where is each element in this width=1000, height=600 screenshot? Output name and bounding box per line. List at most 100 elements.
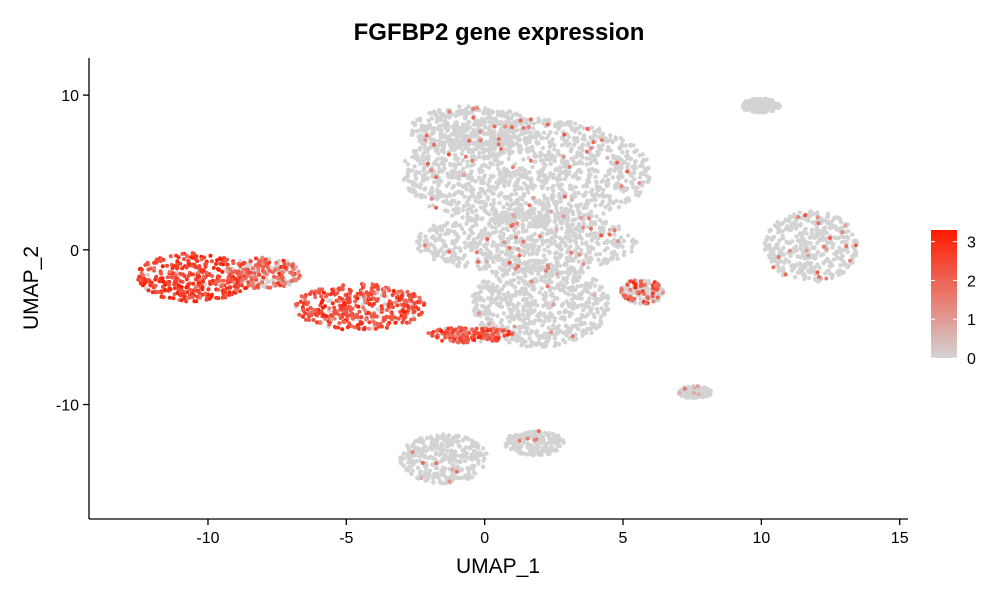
data-point [482, 117, 487, 122]
data-point-expressed [471, 115, 476, 120]
data-point [405, 443, 410, 448]
data-point [517, 324, 523, 329]
data-point-expressed [475, 106, 480, 111]
data-point [530, 258, 535, 264]
data-point [549, 173, 554, 178]
data-point [529, 328, 534, 334]
data-point [485, 188, 491, 193]
data-point-expressed [518, 118, 523, 123]
data-point-expressed [510, 165, 515, 170]
data-point [432, 109, 437, 114]
data-point [584, 326, 590, 332]
data-point-expressed [193, 257, 198, 262]
data-point [564, 228, 570, 234]
data-point [457, 223, 462, 228]
data-point [508, 294, 513, 299]
data-point-expressed [291, 267, 296, 272]
data-point [552, 286, 558, 291]
data-point-expressed [242, 270, 247, 275]
data-point [526, 224, 532, 229]
data-point [535, 303, 540, 308]
data-point [632, 159, 638, 164]
data-point [466, 119, 471, 125]
data-point [586, 212, 591, 217]
data-point [518, 147, 524, 152]
data-point [590, 187, 595, 192]
data-point [575, 205, 580, 210]
data-point [603, 173, 608, 179]
data-point [541, 184, 546, 189]
data-point [515, 310, 520, 315]
data-point [489, 154, 494, 159]
data-point [500, 141, 505, 147]
data-point [538, 318, 543, 323]
data-point [527, 139, 532, 145]
data-point [575, 245, 581, 250]
data-point-expressed [516, 247, 521, 252]
data-point [767, 245, 772, 250]
data-point-expressed [216, 287, 221, 292]
data-point [594, 180, 599, 185]
data-point [480, 216, 485, 221]
data-point [468, 188, 474, 194]
data-point [499, 160, 505, 165]
data-point [541, 158, 546, 163]
data-point [577, 145, 582, 151]
data-point [466, 173, 471, 178]
data-point [533, 159, 538, 164]
data-point [595, 310, 600, 315]
data-point [531, 121, 537, 126]
data-point [539, 333, 544, 339]
data-point [453, 245, 458, 250]
data-point [461, 138, 467, 143]
data-point-expressed [175, 264, 180, 269]
data-point-expressed [215, 267, 220, 271]
data-point [501, 232, 506, 237]
data-point [543, 221, 548, 227]
data-point [429, 435, 434, 441]
data-point [521, 193, 527, 198]
data-point [464, 133, 469, 139]
data-point [474, 132, 479, 138]
data-point-expressed [423, 243, 427, 248]
data-point [488, 217, 493, 223]
data-point [530, 186, 535, 191]
data-point [783, 257, 789, 262]
data-point [629, 249, 634, 254]
data-point [538, 150, 543, 156]
data-point [478, 295, 483, 300]
data-point [457, 444, 462, 449]
data-point [631, 143, 636, 148]
data-point [260, 283, 266, 288]
data-point [808, 261, 814, 266]
data-point [450, 438, 455, 443]
data-point [469, 455, 475, 461]
data-point [441, 150, 447, 155]
data-point [599, 147, 604, 152]
data-point [646, 279, 651, 284]
data-point [500, 178, 505, 183]
data-point [537, 290, 542, 295]
data-point-expressed [165, 275, 170, 280]
data-point [470, 241, 475, 246]
data-point [437, 479, 443, 484]
data-point [488, 223, 493, 229]
data-point [441, 433, 447, 438]
data-point-expressed [226, 276, 231, 281]
data-point [585, 184, 590, 189]
data-point [798, 223, 803, 228]
data-point [482, 456, 487, 461]
data-point [484, 252, 490, 257]
data-point [492, 147, 497, 152]
data-point-expressed [549, 330, 554, 335]
data-point-expressed [537, 234, 542, 239]
data-point [532, 308, 537, 313]
data-point [802, 273, 807, 278]
data-point [601, 226, 606, 231]
data-point [462, 240, 468, 245]
data-point [572, 217, 578, 222]
data-point-expressed [432, 142, 437, 147]
data-point-expressed [262, 270, 267, 275]
data-point-expressed [273, 283, 278, 288]
data-point [640, 159, 645, 165]
